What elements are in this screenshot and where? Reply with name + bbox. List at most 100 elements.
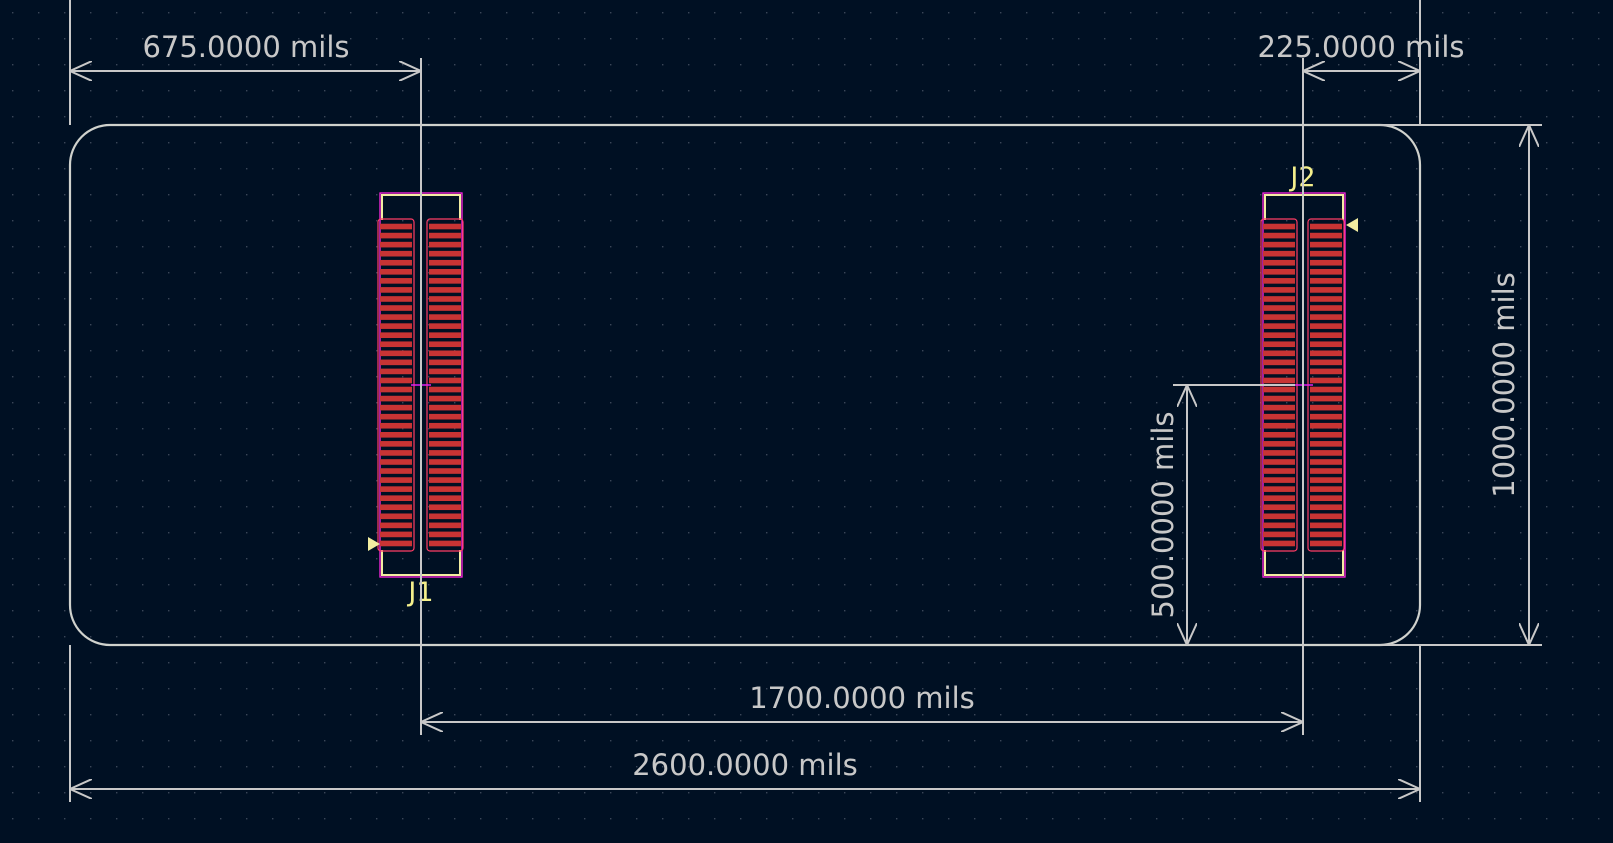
pad[interactable] (1310, 278, 1342, 284)
pad[interactable] (1263, 513, 1295, 520)
pad[interactable] (1263, 259, 1295, 266)
pad[interactable] (1263, 341, 1295, 348)
pad[interactable] (1263, 332, 1295, 338)
pad[interactable] (380, 522, 412, 529)
pad[interactable] (380, 459, 412, 465)
pad[interactable] (380, 296, 412, 302)
pad[interactable] (1263, 422, 1295, 429)
pad[interactable] (1263, 531, 1295, 538)
pad[interactable] (1263, 413, 1295, 420)
pad[interactable] (1310, 441, 1342, 447)
dimension-500[interactable] (1173, 384, 1295, 645)
pad[interactable] (429, 459, 461, 465)
pad[interactable] (429, 241, 461, 248)
pad[interactable] (1310, 522, 1342, 529)
pad[interactable] (429, 504, 461, 511)
pad[interactable] (1263, 540, 1295, 547)
pad[interactable] (1310, 305, 1342, 311)
pad[interactable] (1263, 269, 1295, 275)
pad[interactable] (380, 450, 412, 456)
pad[interactable] (429, 386, 461, 393)
pad[interactable] (1310, 486, 1342, 492)
pad[interactable] (1263, 441, 1295, 447)
pad[interactable] (1310, 377, 1342, 384)
pad[interactable] (429, 395, 461, 402)
pad[interactable] (380, 259, 412, 266)
pad[interactable] (380, 477, 412, 483)
pad[interactable] (1263, 278, 1295, 284)
pad[interactable] (429, 332, 461, 338)
pad[interactable] (429, 296, 461, 302)
pad[interactable] (1310, 232, 1342, 239)
pad[interactable] (429, 232, 461, 239)
pad[interactable] (429, 531, 461, 538)
pad[interactable] (429, 468, 461, 474)
pad[interactable] (1310, 332, 1342, 338)
pad[interactable] (429, 522, 461, 529)
pad[interactable] (1310, 259, 1342, 266)
pad[interactable] (1263, 459, 1295, 465)
pad[interactable] (1263, 395, 1295, 402)
pad[interactable] (380, 377, 412, 384)
pad[interactable] (429, 323, 461, 329)
pad[interactable] (380, 395, 412, 402)
pad[interactable] (1310, 504, 1342, 511)
pad[interactable] (1310, 413, 1342, 420)
pad[interactable] (429, 513, 461, 520)
pad[interactable] (1310, 404, 1342, 411)
pad[interactable] (429, 377, 461, 384)
pad[interactable] (1310, 269, 1342, 275)
pad[interactable] (380, 305, 412, 311)
pad[interactable] (429, 413, 461, 420)
pad[interactable] (380, 422, 412, 429)
dimension-1700[interactable] (420, 385, 1304, 735)
pad[interactable] (380, 350, 412, 357)
dimension-2600[interactable] (69, 645, 1421, 802)
dimension-1000[interactable] (1380, 124, 1542, 646)
pad[interactable] (429, 314, 461, 320)
pad[interactable] (1263, 223, 1295, 230)
pad[interactable] (1310, 422, 1342, 429)
pad[interactable] (1310, 241, 1342, 248)
pad[interactable] (380, 323, 412, 329)
pad[interactable] (1310, 350, 1342, 357)
pad[interactable] (380, 413, 412, 420)
pad[interactable] (1263, 522, 1295, 529)
pad[interactable] (1263, 450, 1295, 456)
pad[interactable] (380, 359, 412, 366)
pad[interactable] (1263, 432, 1295, 438)
pad[interactable] (429, 477, 461, 483)
pad[interactable] (429, 287, 461, 293)
pad[interactable] (1263, 232, 1295, 239)
dimension-225[interactable] (1302, 0, 1421, 385)
pad[interactable] (1310, 477, 1342, 483)
pad[interactable] (429, 404, 461, 411)
pad[interactable] (429, 359, 461, 366)
pad[interactable] (380, 250, 412, 257)
pad[interactable] (380, 278, 412, 284)
pad[interactable] (1263, 314, 1295, 320)
pad[interactable] (1310, 368, 1342, 375)
pad[interactable] (1310, 432, 1342, 438)
pad[interactable] (429, 450, 461, 456)
pad[interactable] (1263, 287, 1295, 293)
pad[interactable] (1263, 495, 1295, 501)
pad[interactable] (1310, 450, 1342, 456)
pad[interactable] (1310, 287, 1342, 293)
pad[interactable] (429, 422, 461, 429)
pad[interactable] (429, 250, 461, 257)
pad[interactable] (380, 432, 412, 438)
pad[interactable] (380, 531, 412, 538)
pad[interactable] (429, 540, 461, 547)
pad[interactable] (1310, 250, 1342, 257)
pad[interactable] (1310, 314, 1342, 320)
pad[interactable] (429, 441, 461, 447)
pad[interactable] (1310, 540, 1342, 547)
pad[interactable] (380, 269, 412, 275)
pad[interactable] (1310, 359, 1342, 366)
pad[interactable] (1310, 386, 1342, 393)
pad[interactable] (1263, 468, 1295, 474)
pad[interactable] (429, 495, 461, 501)
pad[interactable] (1310, 223, 1342, 230)
